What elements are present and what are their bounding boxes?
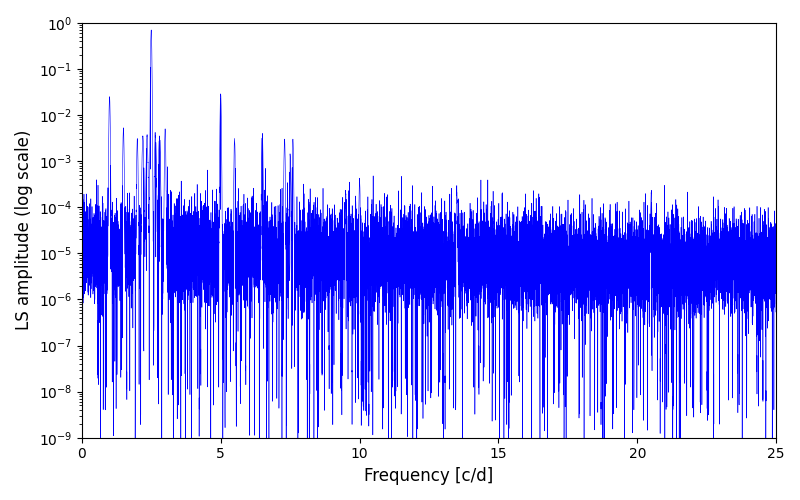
Y-axis label: LS amplitude (log scale): LS amplitude (log scale) (15, 130, 33, 330)
X-axis label: Frequency [c/d]: Frequency [c/d] (364, 467, 494, 485)
